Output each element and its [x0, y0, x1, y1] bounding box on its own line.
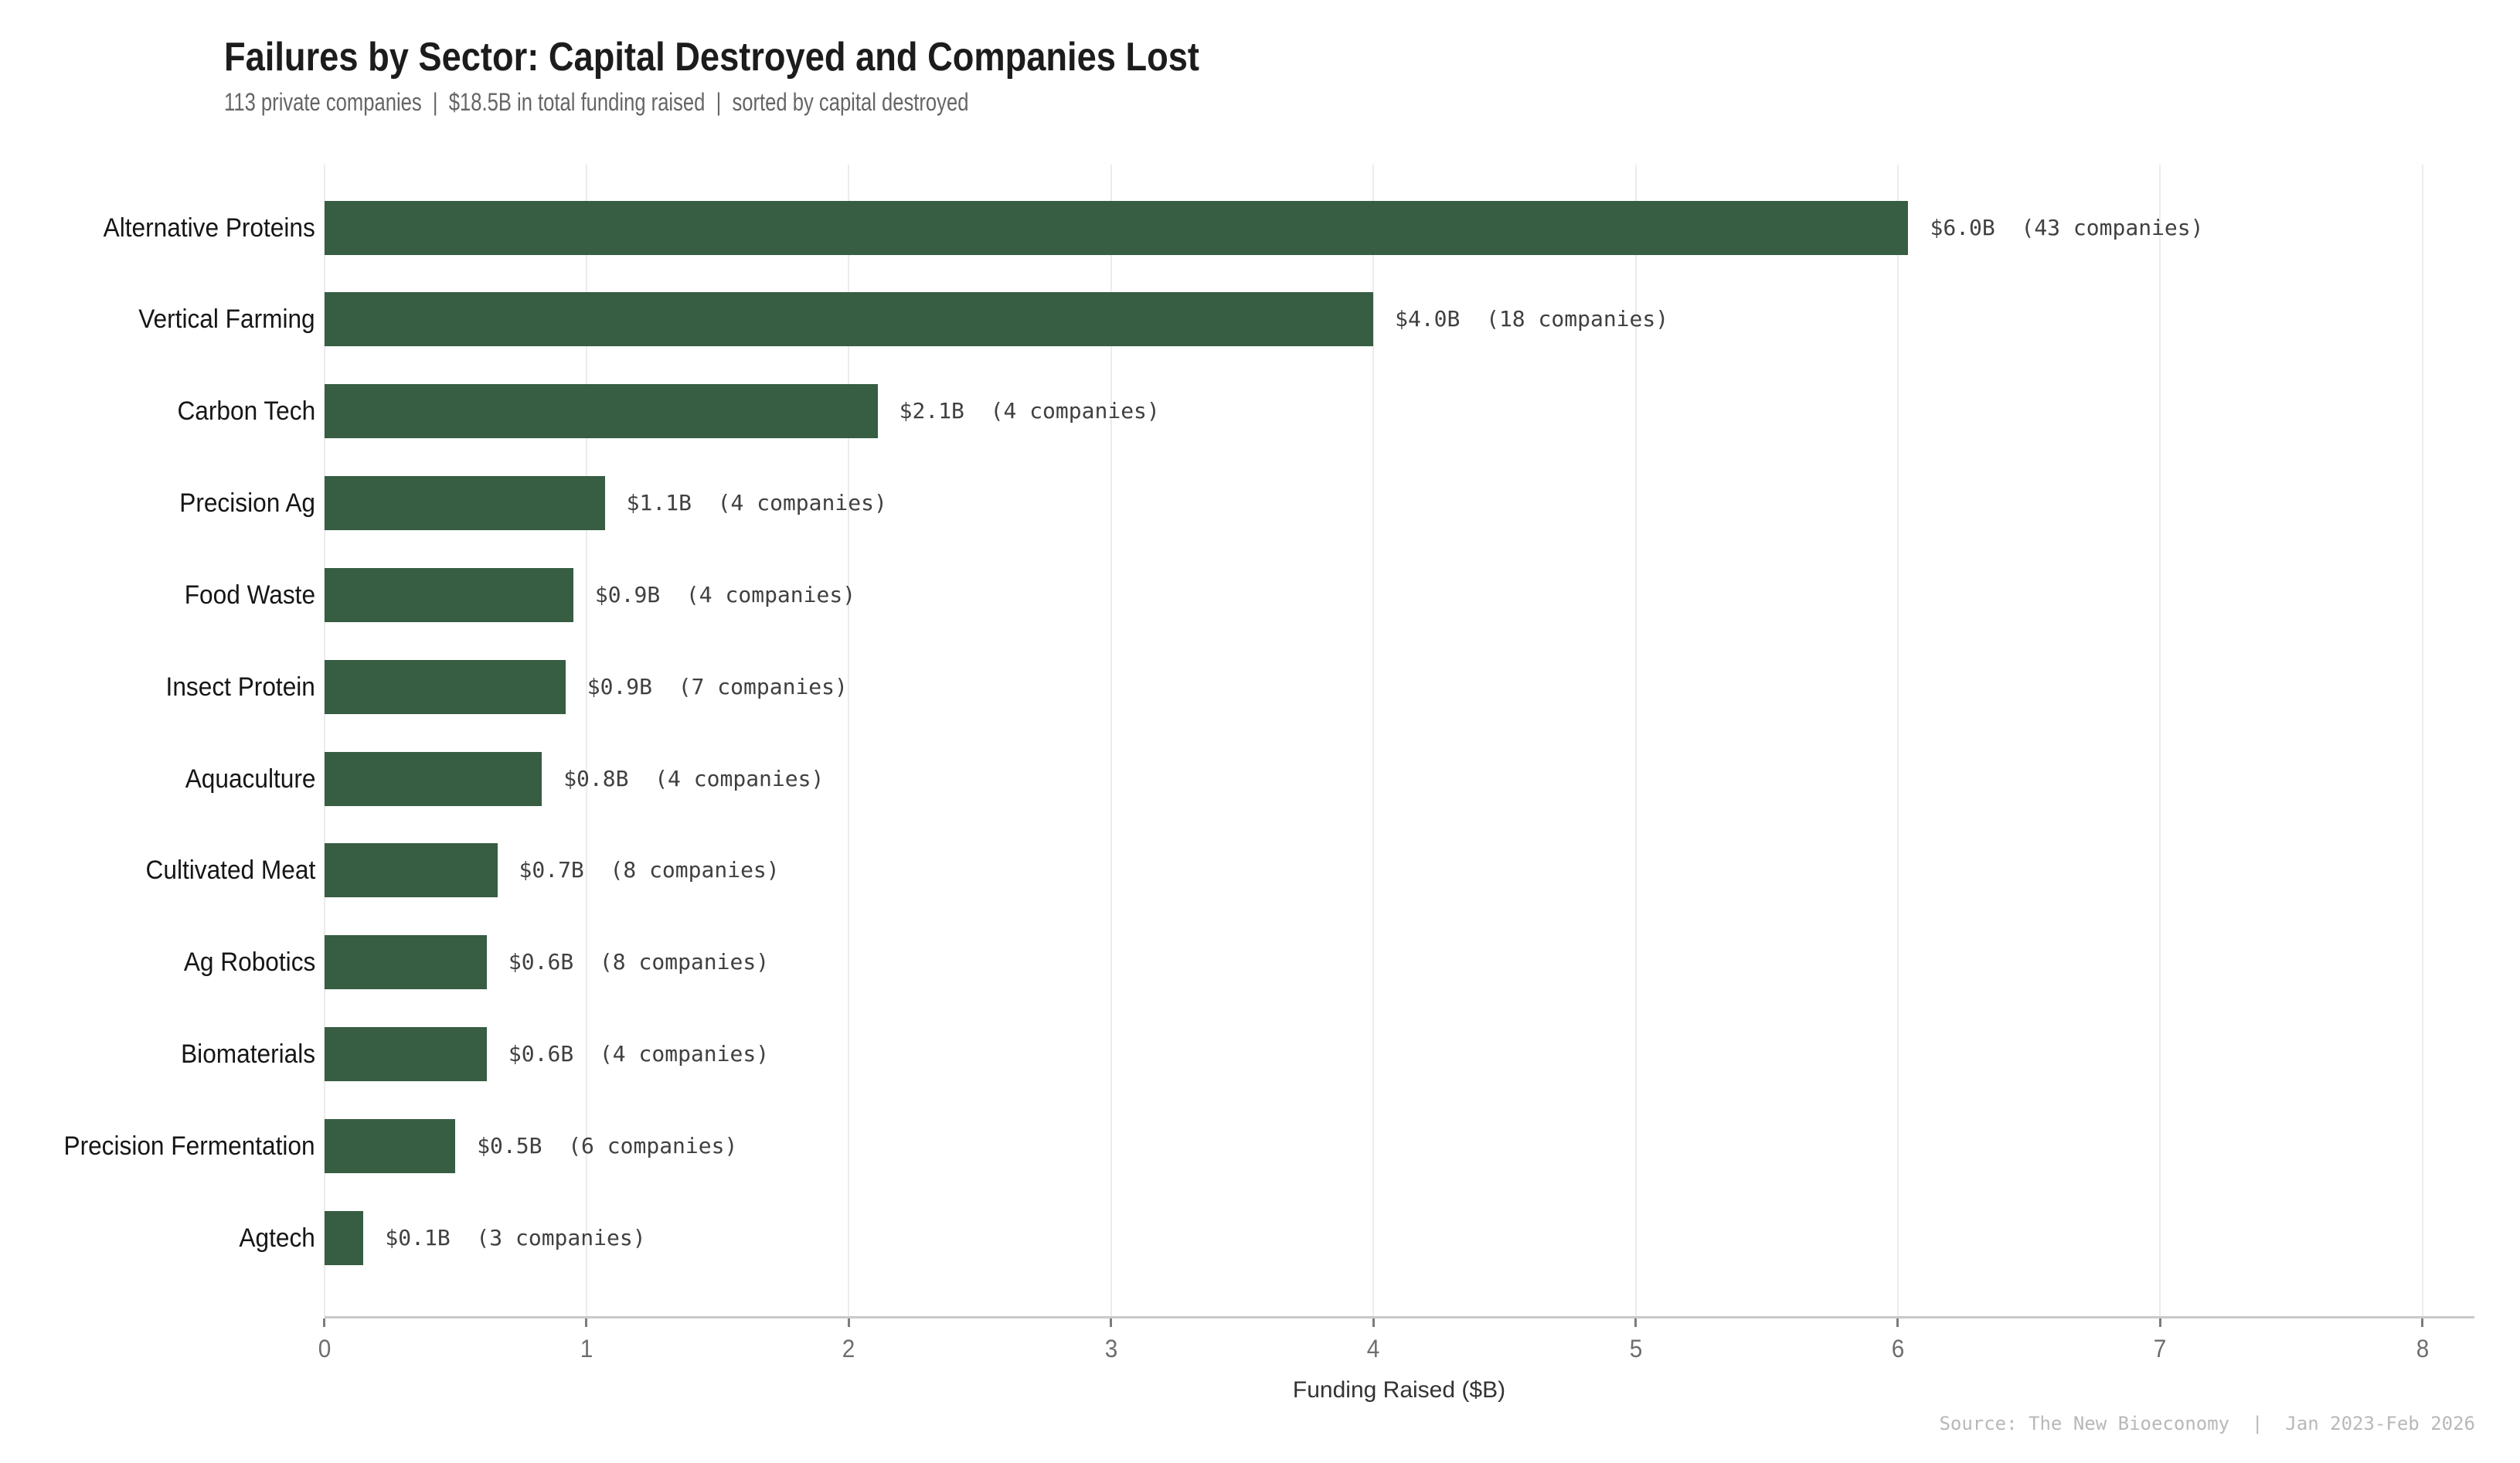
category-label-text: Vertical Farming	[138, 305, 315, 335]
bar	[324, 476, 605, 531]
value-label: $0.9B (4 companies)	[594, 581, 856, 607]
gridline	[848, 165, 850, 1316]
category-label: Precision Fermentation	[0, 1119, 315, 1173]
x-axis-label: Funding Raised ($B)	[1292, 1377, 1506, 1403]
value-label: $0.8B (4 companies)	[563, 765, 825, 791]
value-label: $0.7B (8 companies)	[519, 857, 780, 883]
bar	[324, 751, 542, 806]
x-tick-label: 2	[842, 1335, 855, 1363]
x-axis-tick	[1896, 1318, 1899, 1327]
value-label: $1.1B (4 companies)	[626, 490, 887, 516]
category-label-text: Agtech	[239, 1223, 315, 1253]
x-tick-label: 1	[580, 1335, 593, 1363]
bar	[324, 935, 487, 990]
category-label: Insect Protein	[0, 660, 315, 714]
value-label: $0.5B (6 companies)	[477, 1133, 738, 1158]
category-label: Vertical Farming	[0, 292, 315, 346]
x-tick-label: 0	[318, 1335, 331, 1363]
gridline	[1372, 165, 1375, 1316]
category-label-text: Precision Fermentation	[63, 1131, 315, 1161]
gridline	[2159, 165, 2161, 1316]
x-axis-tick	[585, 1318, 588, 1327]
value-label: $2.1B (4 companies)	[899, 398, 1160, 424]
chart-subtitle: 113 private companies | $18.5B in total …	[224, 88, 969, 116]
category-label-text: Aquaculture	[185, 764, 315, 794]
category-label-text: Precision Ag	[179, 488, 315, 519]
source-note: Source: The New Bioeconomy | Jan 2023-Fe…	[1939, 1413, 2475, 1434]
x-axis-tick	[847, 1318, 850, 1327]
x-axis-tick	[2421, 1318, 2424, 1327]
category-label: Alternative Proteins	[0, 201, 315, 255]
bar	[324, 843, 498, 898]
category-label: Ag Robotics	[0, 935, 315, 989]
bar	[324, 200, 1909, 255]
value-label: $0.6B (4 companies)	[508, 1041, 770, 1067]
category-label: Carbon Tech	[0, 384, 315, 438]
x-axis-tick	[1110, 1318, 1113, 1327]
x-axis-line	[324, 1316, 2474, 1318]
gridline	[2421, 165, 2423, 1316]
bar	[324, 384, 878, 439]
category-label-text: Insect Protein	[165, 672, 315, 702]
x-tick-label: 8	[2416, 1335, 2429, 1363]
category-label-text: Carbon Tech	[177, 396, 315, 427]
gridline	[1110, 165, 1112, 1316]
bar	[324, 1119, 456, 1173]
category-label: Agtech	[0, 1211, 315, 1265]
value-label: $0.9B (7 companies)	[587, 673, 848, 699]
bar	[324, 292, 1374, 347]
value-label: $4.0B (18 companies)	[1395, 306, 1669, 332]
gridline	[585, 165, 587, 1316]
x-axis-tick	[2158, 1318, 2161, 1327]
gridline	[1896, 165, 1899, 1316]
x-tick-label: 3	[1104, 1335, 1117, 1363]
bar	[324, 659, 566, 714]
x-tick-label: 6	[1891, 1335, 1905, 1363]
category-label: Precision Ag	[0, 476, 315, 530]
value-label: $0.6B (8 companies)	[508, 949, 770, 975]
category-label-text: Cultivated Meat	[145, 856, 315, 886]
category-label: Biomaterials	[0, 1027, 315, 1081]
category-label-text: Food Waste	[184, 580, 315, 610]
x-tick-label: 7	[2154, 1335, 2167, 1363]
x-tick-label: 5	[1629, 1335, 1642, 1363]
category-label: Cultivated Meat	[0, 843, 315, 897]
chart-title: Failures by Sector: Capital Destroyed an…	[224, 35, 1200, 80]
x-axis-tick	[1634, 1318, 1637, 1327]
bar	[324, 567, 573, 622]
category-label-text: Biomaterials	[181, 1039, 315, 1070]
x-axis-tick	[323, 1318, 325, 1327]
bar	[324, 1027, 487, 1082]
gridline	[1634, 165, 1637, 1316]
gridline	[323, 165, 325, 1316]
value-label: $0.1B (3 companies)	[385, 1224, 646, 1250]
category-label: Food Waste	[0, 568, 315, 622]
category-label-text: Alternative Proteins	[103, 213, 315, 243]
value-label: $6.0B (43 companies)	[1930, 214, 2204, 240]
category-label: Aquaculture	[0, 752, 315, 806]
category-label-text: Ag Robotics	[183, 948, 315, 978]
x-axis-tick	[1372, 1318, 1375, 1327]
bar	[324, 1210, 364, 1265]
x-tick-label: 4	[1366, 1335, 1380, 1363]
